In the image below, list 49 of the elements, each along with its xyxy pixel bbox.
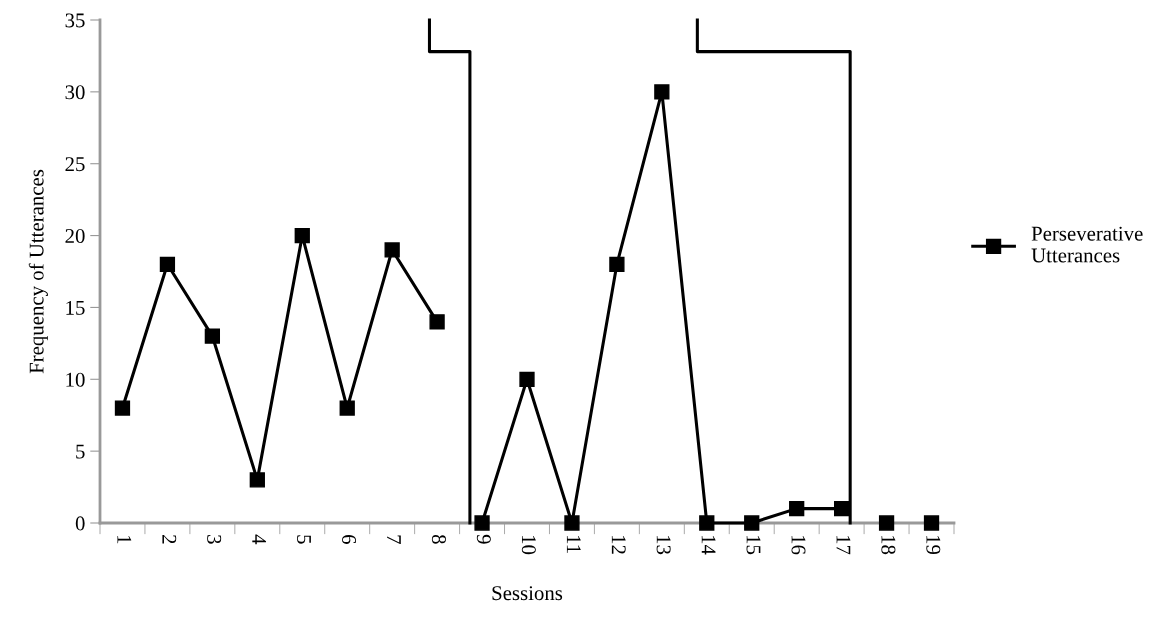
y-tick-label: 30 [65,85,85,100]
x-tick-label: 8 [431,534,446,544]
y-tick-label: 15 [66,300,85,315]
x-tick-label: 15 [746,535,761,555]
x-tick-label: 7 [387,535,401,544]
y-tick-label: 10 [66,372,85,387]
point [654,84,670,100]
x-tick-label: 9 [476,534,491,544]
y-tick-label: 5 [76,444,85,459]
x-tick-label: 13 [656,535,671,555]
x-tick-label: 12 [611,535,626,554]
x-tick-label: 6 [342,535,356,544]
point [474,515,490,531]
point [429,314,445,330]
x-tick-label: 14 [701,535,716,555]
x-tick-label: 11 [566,535,581,553]
x-tick-label: 3 [207,535,222,544]
y-tick-label: 25 [65,157,85,172]
point [249,472,265,488]
point [339,400,355,416]
point [114,400,131,416]
y-tick-label: 0 [75,516,85,531]
point [384,242,400,258]
y-tick-label: 20 [65,228,85,243]
y-tick-label: 35 [65,13,85,28]
point [564,515,580,531]
point [609,256,625,272]
point [789,500,805,517]
point [744,515,760,531]
x-tick-label: 5 [297,535,311,544]
point [699,515,715,531]
x-tick-label: 4 [252,534,267,545]
point [878,515,895,531]
x-tick-label: 19 [926,535,941,555]
x-tick-label: 2 [162,535,177,544]
x-tick-label: 17 [836,535,851,555]
legend-label: Perseverative Utterances [1031,226,1143,263]
point [519,371,535,387]
point [204,328,221,344]
x-tick-label: 18 [881,535,896,555]
point [294,227,310,244]
point [159,256,176,272]
x-tick-label: 1 [117,535,132,544]
point [923,515,940,531]
x-axis-title: Sessions [492,586,563,601]
y-axis-title: Frequency of Utterances [28,169,48,374]
point [833,500,850,517]
x-tick-label: 10 [521,535,536,555]
x-tick-label: 16 [791,535,806,555]
